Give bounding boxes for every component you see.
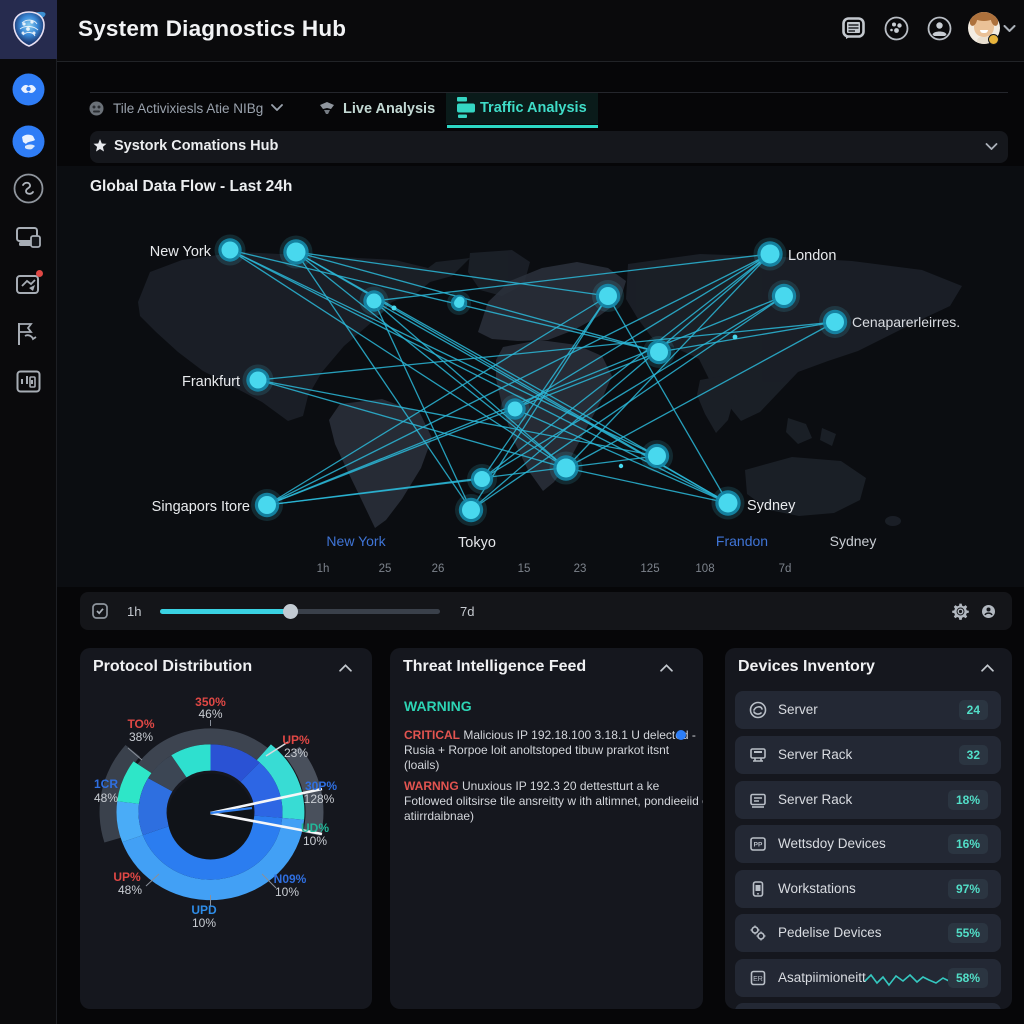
svg-text:48%: 48% — [94, 791, 118, 805]
svg-text:125: 125 — [640, 563, 659, 575]
svg-text:New York: New York — [150, 244, 212, 260]
svg-text:10%: 10% — [275, 885, 299, 899]
svg-text:25: 25 — [379, 563, 392, 575]
svg-text:1CR: 1CR — [94, 777, 118, 791]
svg-text:Frandon: Frandon — [716, 533, 768, 549]
svg-text:26: 26 — [432, 563, 445, 575]
svg-text:Frankfurt: Frankfurt — [182, 374, 240, 390]
svg-text:Sydney: Sydney — [747, 498, 796, 514]
svg-text:128%: 128% — [304, 792, 335, 806]
svg-text:ER: ER — [753, 976, 763, 983]
svg-text:30P%: 30P% — [305, 779, 337, 793]
svg-text:10%: 10% — [303, 834, 327, 848]
svg-text:UPD: UPD — [191, 903, 217, 917]
svg-text:10%: 10% — [192, 916, 216, 930]
svg-text:New York: New York — [326, 533, 386, 549]
svg-text:TO%: TO% — [127, 717, 154, 731]
svg-text:Tokyo: Tokyo — [458, 535, 496, 551]
svg-text:38%: 38% — [129, 730, 153, 744]
svg-text:350%: 350% — [195, 695, 226, 709]
svg-text:N09%: N09% — [274, 872, 307, 886]
svg-text:48%: 48% — [118, 883, 142, 897]
svg-text:23: 23 — [574, 563, 587, 575]
svg-text:UP%: UP% — [282, 733, 310, 747]
svg-text:Singapors Itore: Singapors Itore — [152, 499, 250, 515]
svg-text:1h: 1h — [317, 563, 330, 575]
svg-text:PP: PP — [754, 842, 763, 849]
svg-text:108: 108 — [695, 563, 714, 575]
svg-text:23%: 23% — [284, 746, 308, 760]
svg-text:Cenaparerleirres.: Cenaparerleirres. — [852, 314, 960, 330]
svg-text:London: London — [788, 248, 836, 264]
svg-text:46%: 46% — [198, 707, 222, 721]
svg-text:7d: 7d — [779, 563, 792, 575]
svg-text:UD%: UD% — [301, 821, 329, 835]
svg-text:UP%: UP% — [113, 870, 141, 884]
svg-text:15: 15 — [518, 563, 531, 575]
svg-text:Sydney: Sydney — [830, 533, 877, 549]
